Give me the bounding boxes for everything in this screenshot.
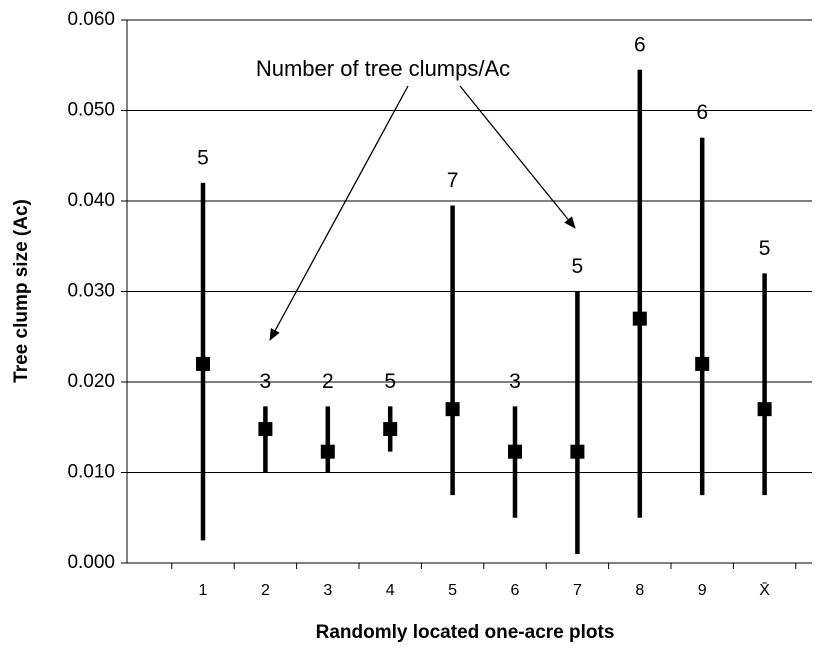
y-axis-title: Tree clump size (Ac) [11, 199, 32, 383]
x-tick-label: 5 [448, 582, 457, 599]
y-tick-label: 0.000 [67, 552, 115, 573]
count-label: 5 [759, 237, 771, 260]
y-tick-label: 0.020 [67, 371, 115, 392]
x-tick-label: 2 [261, 582, 270, 599]
count-label: 2 [322, 370, 334, 393]
x-tick-label: 7 [573, 582, 582, 599]
mean-marker [383, 422, 398, 437]
mean-marker [695, 356, 710, 371]
count-label: 5 [572, 255, 584, 278]
y-tick-label: 0.040 [67, 190, 115, 211]
mean-marker [258, 422, 273, 437]
x-tick-label: 6 [511, 582, 520, 599]
count-label: 3 [260, 370, 272, 393]
mean-marker [196, 356, 210, 371]
x-tick-label: 1 [199, 582, 208, 599]
x-tick-label: 9 [698, 582, 707, 599]
count-label: 5 [197, 146, 209, 169]
y-tick-label: 0.030 [67, 281, 115, 302]
x-tick-label: 4 [386, 582, 395, 599]
x-tick-label: 3 [323, 582, 332, 599]
x-tick-label: X̄ [759, 582, 770, 599]
x-tick-label: 8 [635, 582, 644, 599]
mean-marker [632, 311, 647, 326]
annotation-arrow [459, 85, 576, 229]
count-label: 6 [634, 33, 646, 56]
y-tick-label: 0.050 [67, 100, 115, 121]
mean-marker [320, 444, 335, 459]
count-label: 3 [509, 370, 521, 393]
y-tick-label: 0.010 [67, 462, 115, 483]
count-label: 5 [384, 370, 396, 393]
annotation-arrow [269, 85, 409, 341]
y-tick-label: 0.060 [67, 9, 115, 30]
mean-marker [445, 402, 460, 417]
mean-marker [757, 402, 772, 417]
annotation: Number of tree clumps/Ac [256, 56, 510, 81]
mean-marker [570, 444, 585, 459]
count-label: 6 [696, 101, 708, 124]
count-label: 7 [447, 169, 459, 192]
mean-marker [508, 444, 522, 459]
x-axis-title: Randomly located one-acre plots [316, 622, 615, 643]
